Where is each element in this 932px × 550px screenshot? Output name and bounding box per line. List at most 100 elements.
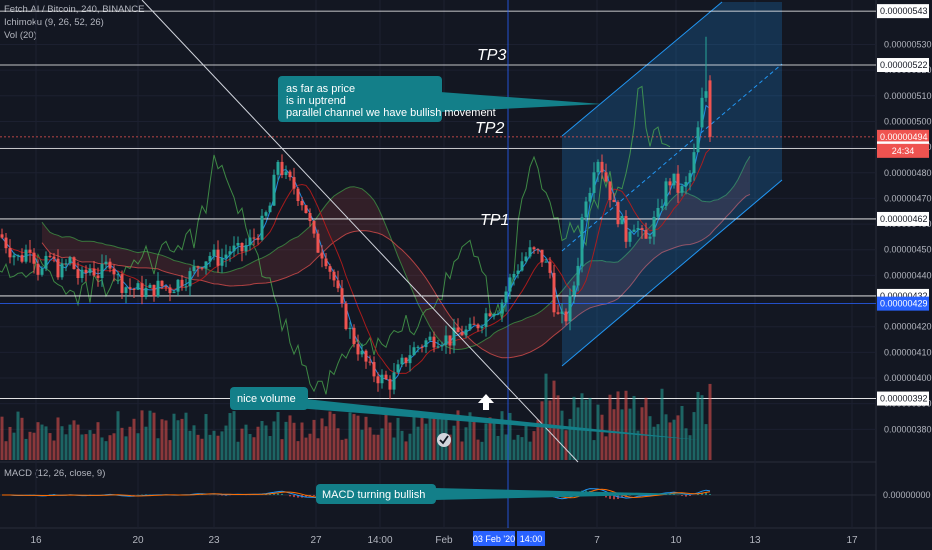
volume-bar <box>108 435 112 460</box>
price-tick-label: 0.00000530 <box>884 39 932 49</box>
level-label: 0.00000432 <box>880 291 928 301</box>
candle-body <box>540 249 544 263</box>
level-label: 0.00000522 <box>880 60 928 70</box>
candle-body <box>516 270 520 274</box>
volume-bar <box>704 424 708 460</box>
candle-body <box>212 249 216 256</box>
volume-bar <box>188 430 192 460</box>
volume-bar <box>160 419 164 460</box>
ichimoku-cloud <box>41 156 751 359</box>
candle-body <box>660 206 664 208</box>
volume-bar <box>132 418 136 460</box>
volume-bar <box>276 411 280 460</box>
volume-bar <box>356 415 360 460</box>
volume-bar <box>412 414 416 460</box>
volume-bar <box>336 428 340 460</box>
candle-body <box>276 161 280 175</box>
volume-bar <box>252 437 256 460</box>
time-tick-label: 23 <box>208 535 220 546</box>
volume-bar <box>456 410 460 460</box>
volume-bar <box>284 421 288 460</box>
callout-text-1: is in uptrend <box>286 95 346 107</box>
volume-bar <box>600 414 604 460</box>
volume-bar <box>384 413 388 460</box>
volume-bar <box>80 434 84 460</box>
price-axis: 0.000005300.000005200.000005100.00000500… <box>877 4 932 501</box>
candle-body <box>508 277 512 292</box>
volume-bar <box>192 425 196 460</box>
volume-bar <box>560 410 564 460</box>
volume-bar <box>320 418 324 460</box>
candle-body <box>328 266 332 272</box>
volume-bar <box>120 427 124 460</box>
volume-bar <box>204 414 208 460</box>
volume-bar <box>344 438 348 460</box>
volume-bar <box>496 435 500 460</box>
volume-bar <box>512 439 516 460</box>
candle-body <box>348 327 352 330</box>
volume-bar <box>332 413 336 460</box>
volume-bar <box>232 411 236 460</box>
channel-lower-line <box>561 179 783 367</box>
candle-body <box>356 344 360 355</box>
candle-body <box>240 242 244 252</box>
candle-body <box>512 273 516 278</box>
candle-body <box>672 173 676 186</box>
volume-bar <box>308 433 312 460</box>
candle-body <box>628 231 632 242</box>
time-tick-label: Feb <box>435 535 453 546</box>
ichimoku-legend[interactable]: Ichimoku (9, 26, 52, 26) <box>4 17 104 28</box>
candle-body <box>68 257 72 264</box>
volume-bar <box>76 424 80 460</box>
candle-body <box>400 357 404 365</box>
macd-legend[interactable]: MACD (12, 26, close, 9) <box>4 468 106 479</box>
macd-histogram-bar <box>613 495 615 500</box>
volume-bar <box>92 433 96 460</box>
volume-bar <box>48 433 52 460</box>
volume-bar <box>128 426 132 460</box>
candle-body <box>684 181 688 187</box>
macd-histogram-bar <box>681 495 683 496</box>
volume-bar <box>368 427 372 460</box>
volume-bar <box>0 416 4 460</box>
candle-body <box>344 303 348 330</box>
callout-pointer-1 <box>440 92 602 112</box>
volume-bar <box>8 426 12 460</box>
candle-body <box>432 336 436 348</box>
candle-body <box>608 181 612 200</box>
macd-histogram-bar <box>289 495 291 497</box>
volume-bar <box>680 405 684 460</box>
macd-histogram-bar <box>689 495 691 496</box>
volume-bar <box>24 438 28 460</box>
volume-bar <box>156 438 160 460</box>
candle-body <box>532 247 536 250</box>
candle-body <box>556 312 560 314</box>
volume-bar <box>504 434 508 460</box>
macd-histogram-bar <box>265 494 267 495</box>
candle-body <box>268 205 272 213</box>
volume-bar <box>576 407 580 460</box>
candle-body <box>604 172 608 182</box>
candle-body <box>640 228 644 230</box>
volume-bar <box>56 417 60 460</box>
candle-body <box>172 291 176 294</box>
candle-body <box>124 287 128 293</box>
volume-bar <box>280 439 284 460</box>
candle-body <box>656 207 660 217</box>
volume-bar <box>408 433 412 460</box>
macd-histogram-bar <box>605 495 607 498</box>
volume-bar <box>272 421 276 460</box>
candle-body <box>224 254 228 258</box>
candle-body <box>468 323 472 330</box>
macd-histogram-bar <box>709 493 711 495</box>
volume-bar <box>392 437 396 460</box>
candle-body <box>156 280 160 297</box>
candle-body <box>704 91 708 98</box>
volume-bar <box>672 419 676 460</box>
candle-body <box>636 228 640 230</box>
candle-body <box>584 201 588 218</box>
candle-body <box>392 372 396 390</box>
volume-legend[interactable]: Vol (20) <box>4 30 37 41</box>
volume-bar <box>216 435 220 460</box>
